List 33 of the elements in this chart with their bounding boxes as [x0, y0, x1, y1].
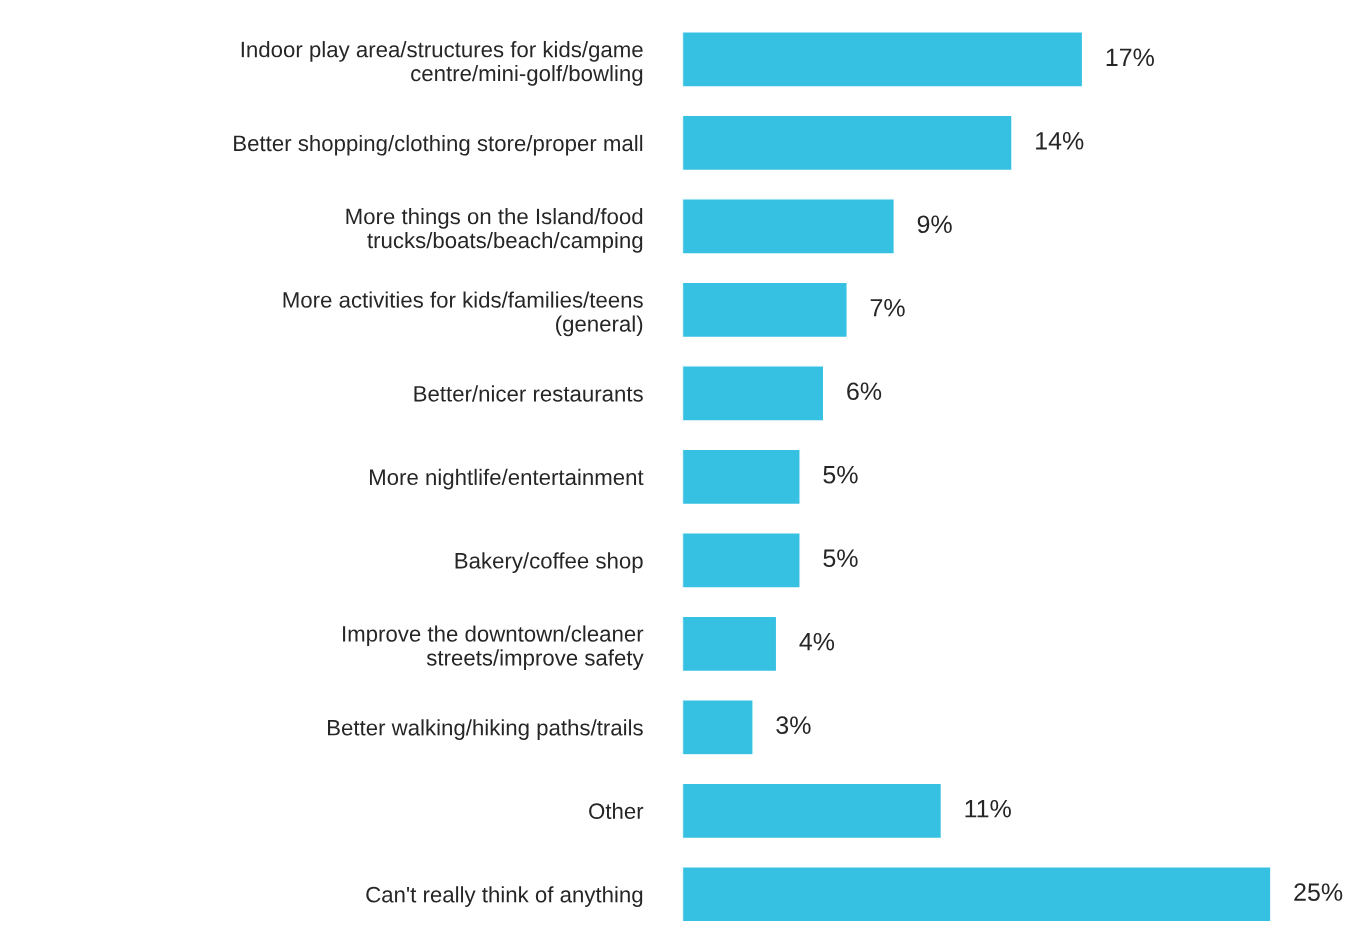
y-tick-label: Can't really think of anything	[366, 886, 643, 907]
bar	[682, 448, 801, 506]
data-label: 9%	[917, 215, 952, 234]
bar	[682, 615, 778, 673]
y-tick-label: Improve the downtown/cleaner streets/improve safety	[343, 625, 644, 671]
data-label: 25%	[1294, 883, 1343, 901]
bar	[682, 365, 825, 422]
y-tick-label: Other	[589, 802, 644, 820]
y-tick-label: Better shopping/clothing store/proper mall	[234, 134, 643, 156]
y-tick-label: Bakery/coffee shop	[455, 552, 643, 573]
data-label: 3%	[776, 716, 811, 735]
data-label: 5%	[823, 465, 858, 484]
data-label: 14%	[1036, 132, 1084, 150]
y-tick-label: Better walking/hiking paths/trails	[328, 719, 643, 740]
data-label: 11%	[965, 799, 1011, 818]
data-label: 7%	[870, 299, 905, 317]
y-tick-label: More things on the Island/food trucks/boats/beach/camping	[346, 208, 643, 253]
bar	[682, 198, 896, 255]
y-tick-label: Indoor play area/structures for kids/game centre/mini-golf/bowling	[241, 41, 643, 86]
data-label: 6%	[847, 382, 882, 401]
bar	[682, 31, 1084, 88]
bar	[682, 866, 1272, 923]
data-label: 5%	[823, 549, 858, 568]
y-tick-label: More activities for kids/families/teens (general)	[283, 291, 643, 337]
data-label: 17%	[1106, 48, 1154, 67]
bar	[682, 782, 943, 840]
y-tick-label: Better/nicer restaurants	[414, 385, 643, 402]
bar	[682, 281, 848, 339]
bar	[682, 699, 754, 756]
y-tick-label: More nightlife/entertainment	[370, 468, 644, 490]
data-label: 4%	[799, 632, 835, 651]
bar	[682, 532, 801, 589]
bar	[682, 114, 1013, 172]
